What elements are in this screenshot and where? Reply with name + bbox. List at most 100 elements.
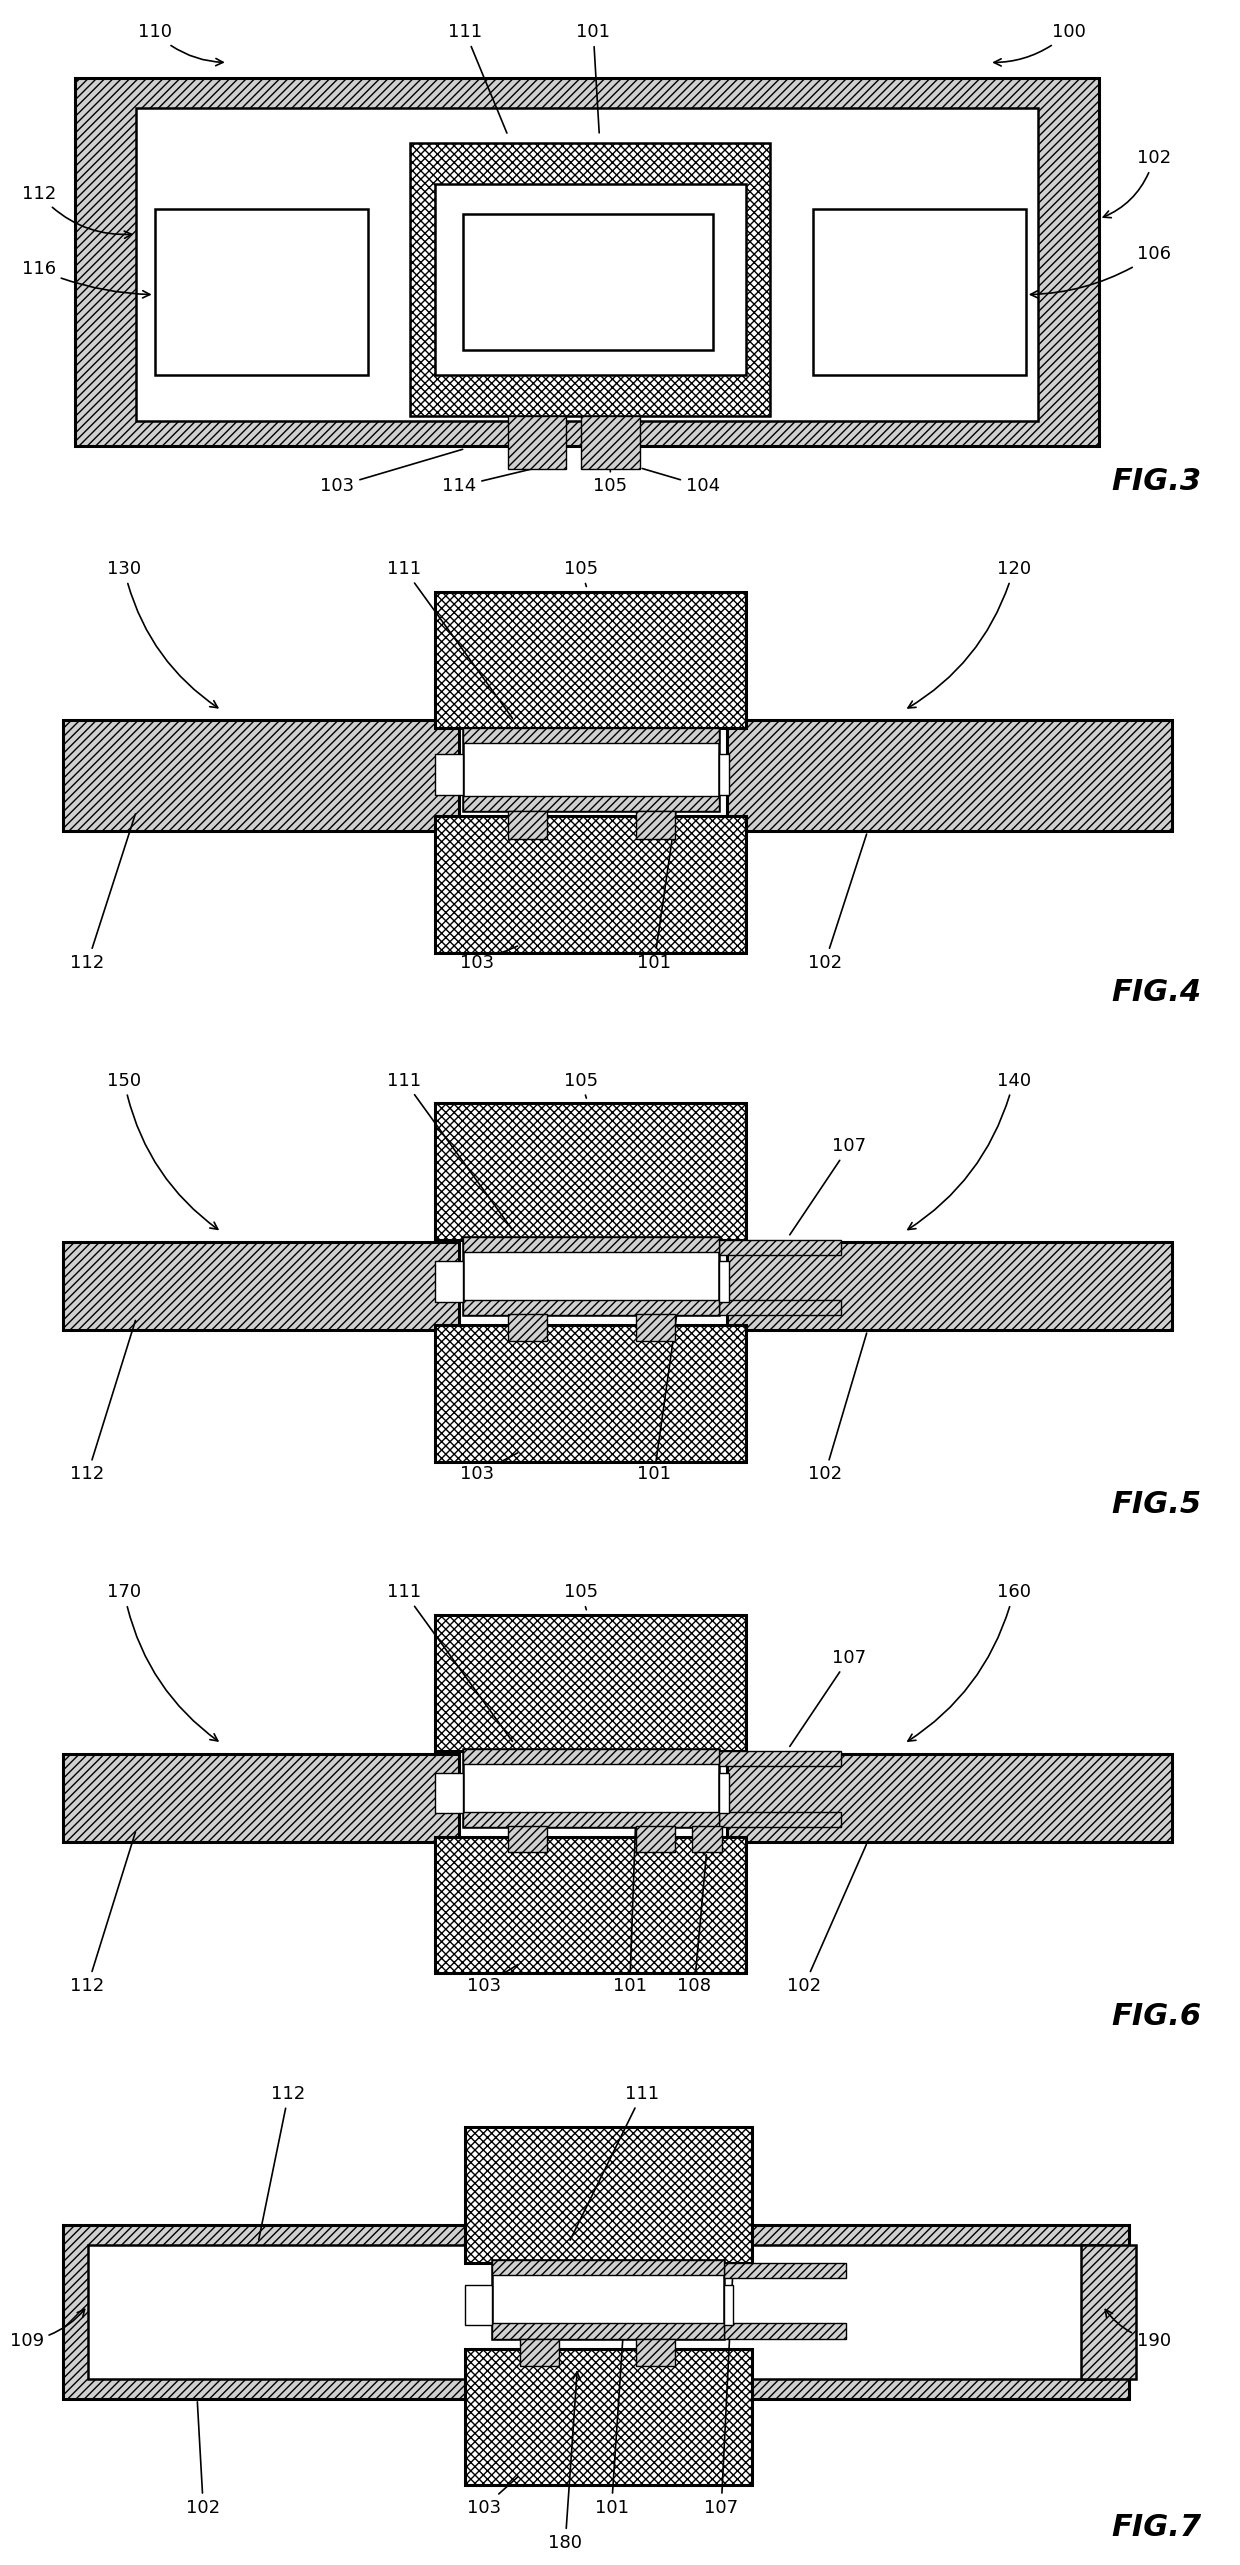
Bar — [508, 1313, 547, 1341]
Text: 100: 100 — [994, 23, 1085, 67]
Text: 120: 120 — [908, 559, 1030, 708]
Bar — [636, 1313, 675, 1341]
Bar — [63, 2224, 1130, 2398]
Bar — [435, 1616, 745, 1752]
Bar — [88, 2244, 1105, 2378]
Bar — [463, 795, 719, 811]
Text: 112: 112 — [259, 2085, 306, 2239]
Text: 101: 101 — [637, 1306, 678, 1483]
Text: 102: 102 — [807, 834, 867, 972]
Bar — [155, 208, 368, 374]
Bar — [719, 1300, 841, 1316]
Bar — [435, 1326, 745, 1462]
Text: 111: 111 — [387, 1072, 512, 1229]
Text: 107: 107 — [790, 1136, 867, 1234]
Bar — [728, 721, 1172, 831]
Bar — [719, 754, 729, 795]
Text: 170: 170 — [107, 1583, 218, 1742]
Bar — [435, 1103, 745, 1239]
Text: 150: 150 — [107, 1072, 218, 1229]
Text: 103: 103 — [320, 449, 463, 495]
Text: 110: 110 — [138, 23, 223, 67]
Bar — [636, 811, 675, 839]
Bar — [63, 1241, 459, 1331]
Bar — [465, 2350, 751, 2485]
Text: 112: 112 — [71, 1831, 135, 1996]
Bar — [465, 2126, 751, 2262]
Text: 108: 108 — [677, 1854, 712, 1996]
Text: 103: 103 — [466, 1965, 518, 1996]
Bar — [410, 144, 770, 416]
Text: 102: 102 — [787, 1844, 867, 1996]
Text: 102: 102 — [1104, 149, 1171, 218]
Bar — [719, 1811, 841, 1826]
Text: 180: 180 — [548, 2373, 583, 2552]
Bar — [520, 2339, 559, 2367]
Bar — [719, 1752, 841, 1767]
Bar — [728, 1241, 1172, 1331]
Bar — [724, 2285, 733, 2324]
Bar — [435, 593, 745, 728]
Text: 105: 105 — [564, 1072, 598, 1098]
Bar — [463, 1236, 719, 1252]
Text: FIG.4: FIG.4 — [1111, 977, 1202, 1008]
Text: 105: 105 — [564, 559, 598, 587]
Bar — [724, 2324, 846, 2339]
Text: 102: 102 — [807, 1334, 867, 1483]
Text: 111: 111 — [570, 2085, 660, 2239]
Text: 109: 109 — [10, 2308, 84, 2350]
Bar — [728, 1754, 1172, 1842]
Bar — [724, 2262, 846, 2278]
Text: 103: 103 — [466, 2478, 518, 2516]
Text: 106: 106 — [1030, 246, 1171, 298]
Text: 112: 112 — [21, 185, 131, 239]
Text: 107: 107 — [790, 1649, 867, 1747]
Text: 102: 102 — [186, 2401, 221, 2516]
Text: 111: 111 — [448, 23, 507, 133]
Text: 101: 101 — [613, 1816, 647, 1996]
Text: 130: 130 — [107, 559, 218, 708]
Text: 105: 105 — [564, 1583, 598, 1611]
Text: 111: 111 — [387, 559, 512, 718]
Bar — [719, 1772, 729, 1813]
Bar — [435, 1772, 463, 1813]
Bar — [492, 2324, 724, 2339]
Text: 101: 101 — [637, 798, 678, 972]
Text: 105: 105 — [593, 469, 627, 495]
Bar — [136, 108, 1038, 421]
Bar — [435, 754, 463, 795]
Bar — [463, 1300, 719, 1316]
Bar — [719, 1262, 729, 1300]
Bar — [636, 2339, 675, 2367]
Bar — [492, 2260, 724, 2339]
Bar — [508, 416, 567, 469]
Bar — [63, 1754, 459, 1842]
Bar — [463, 728, 719, 744]
Text: 140: 140 — [908, 1072, 1030, 1229]
Text: 101: 101 — [577, 23, 610, 133]
Text: 112: 112 — [71, 813, 135, 972]
Bar — [1081, 2244, 1136, 2378]
Bar — [435, 1837, 745, 1972]
Bar — [463, 1749, 719, 1765]
Bar — [435, 1262, 463, 1300]
Text: 160: 160 — [908, 1583, 1030, 1742]
Bar — [492, 2260, 724, 2275]
Text: FIG.5: FIG.5 — [1111, 1490, 1202, 1518]
Bar — [812, 208, 1025, 374]
Text: 103: 103 — [460, 1452, 517, 1483]
Bar — [435, 816, 745, 952]
Bar — [636, 1826, 675, 1852]
Text: 107: 107 — [704, 2262, 738, 2516]
Bar — [719, 1239, 841, 1254]
Text: 101: 101 — [594, 2326, 629, 2516]
Bar — [435, 185, 745, 374]
Text: 114: 114 — [443, 469, 534, 495]
Bar — [465, 2285, 492, 2324]
Bar — [463, 1236, 719, 1316]
Bar — [692, 1826, 723, 1852]
Bar — [463, 728, 719, 811]
Bar — [463, 213, 713, 349]
Text: FIG.6: FIG.6 — [1111, 2001, 1202, 2031]
Bar — [582, 416, 640, 469]
